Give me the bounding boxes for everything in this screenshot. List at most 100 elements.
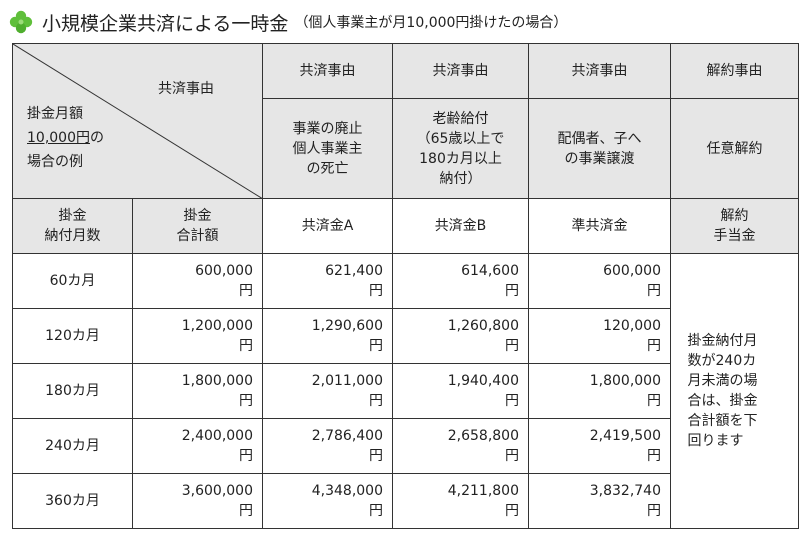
unit: 円: [369, 503, 383, 519]
total-cell: 2,400,000 円: [132, 418, 263, 474]
months-cell: 60カ月: [12, 253, 133, 309]
col-head-line: 手当金: [713, 228, 756, 244]
corner-line1: 掛金月額: [27, 106, 83, 122]
col-head-cancel: 解約 手当金: [670, 198, 799, 254]
col-head-months: 掛金 納付月数: [12, 198, 133, 254]
amount: 4,348,000: [311, 483, 383, 499]
b-cell: 1,260,800 円: [392, 308, 529, 364]
col-head-b: 共済金B: [392, 198, 529, 254]
col-head-line: 合計額: [176, 228, 219, 244]
a-cell: 2,786,400 円: [262, 418, 393, 474]
amount: 2,011,000: [311, 373, 383, 389]
unit: 円: [505, 338, 519, 354]
months-cell: 240カ月: [12, 418, 133, 474]
a-cell: 1,290,600 円: [262, 308, 393, 364]
note-line: 回ります: [687, 433, 744, 449]
c-cell: 120,000 円: [528, 308, 671, 364]
amount: 2,658,800: [447, 428, 519, 444]
b-cell: 2,658,800 円: [392, 418, 529, 474]
c-cell: 600,000 円: [528, 253, 671, 309]
amount: 614,600: [461, 263, 519, 279]
corner-top-label: 共済事由: [158, 81, 214, 97]
total-cell: 1,200,000 円: [132, 308, 263, 364]
amount: 1,800,000: [589, 373, 661, 389]
reason-a-line: 個人事業主: [292, 140, 363, 157]
cancel-note-cell: 掛金納付月 数が240カ 月未満の場 合は、掛金 合計額を下 回ります: [670, 253, 799, 529]
reason-cancel-line: 任意解約: [706, 140, 763, 157]
amount: 1,260,800: [447, 318, 519, 334]
unit: 円: [239, 448, 253, 464]
unit: 円: [647, 448, 661, 464]
reason-c: 配偶者、子へ の事業譲渡: [528, 98, 671, 199]
reason-b-line: 納付）: [439, 170, 482, 187]
col-head-a: 共済金A: [262, 198, 393, 254]
unit: 円: [647, 338, 661, 354]
unit: 円: [369, 393, 383, 409]
months-cell: 360カ月: [12, 473, 133, 529]
amount: 600,000: [195, 263, 253, 279]
amount: 1,940,400: [447, 373, 519, 389]
corner-line2: 10,000円の: [27, 126, 104, 150]
amount: 2,400,000: [181, 428, 253, 444]
cancel-note: 掛金納付月 数が240カ 月未満の場 合は、掛金 合計額を下 回ります: [688, 331, 782, 451]
a-cell: 4,348,000 円: [262, 473, 393, 529]
note-line: 掛金納付月: [687, 333, 758, 349]
corner-bottom-label: 掛金月額 10,000円の 場合の例: [27, 102, 104, 174]
amount: 2,419,500: [589, 428, 661, 444]
unit: 円: [647, 283, 661, 299]
unit: 円: [369, 338, 383, 354]
unit: 円: [505, 448, 519, 464]
header-col-c: 共済事由: [528, 43, 671, 99]
col-head-c: 準共済金: [528, 198, 671, 254]
table-row: 240カ月 2,400,000 円 2,786,400 円 2,658,800 円 2…: [12, 418, 799, 474]
corner-header-cell: 共済事由 掛金月額 10,000円の 場合の例: [12, 43, 263, 199]
amount: 2,786,400: [311, 428, 383, 444]
months-cell: 120カ月: [12, 308, 133, 364]
table-row: 60カ月 600,000 円 621,400 円 614,600 円 600,000 円…: [12, 253, 799, 529]
b-cell: 614,600 円: [392, 253, 529, 309]
note-line: 合は、掛金: [687, 393, 758, 409]
note-line: 合計額を下: [687, 413, 758, 429]
reason-a-line: 事業の廃止: [292, 120, 363, 137]
corner-line3: 場合の例: [27, 154, 83, 170]
header-col-a: 共済事由: [262, 43, 393, 99]
title-main: 小規模企業共済による一時金: [42, 12, 289, 35]
reason-b-line: （65歳以上で: [416, 130, 505, 147]
reason-c-line: 配偶者、子へ: [557, 130, 642, 147]
a-cell: 621,400 円: [262, 253, 393, 309]
diagonal-line: [13, 44, 263, 199]
amount: 1,290,600: [311, 318, 383, 334]
reason-b-line: 180カ月以上: [419, 150, 502, 167]
amount: 600,000: [603, 263, 661, 279]
reason-b-line: 老齢給付: [432, 110, 489, 127]
note-line: 数が240カ: [687, 353, 757, 369]
unit: 円: [239, 283, 253, 299]
col-head-line: 納付月数: [44, 228, 101, 244]
col-head-line: 掛金: [58, 208, 87, 224]
reason-a: 事業の廃止 個人事業主 の死亡: [262, 98, 393, 199]
note-line: 月未満の場: [687, 373, 758, 389]
amount: 1,800,000: [181, 373, 253, 389]
corner-particle: の: [90, 130, 104, 146]
amount: 3,832,740: [589, 483, 661, 499]
reason-c-line: の事業譲渡: [564, 150, 635, 167]
col-head-line: 掛金: [183, 208, 212, 224]
unit: 円: [239, 338, 253, 354]
table-row: 120カ月 1,200,000 円 1,290,600 円 1,260,800 円 1…: [12, 308, 799, 364]
unit: 円: [505, 393, 519, 409]
a-cell: 2,011,000 円: [262, 363, 393, 419]
amount: 4,211,800: [447, 483, 519, 499]
unit: 円: [647, 503, 661, 519]
unit: 円: [369, 448, 383, 464]
c-cell: 2,419,500 円: [528, 418, 671, 474]
reason-a-line: の死亡: [306, 160, 349, 177]
b-cell: 1,940,400 円: [392, 363, 529, 419]
amount: 120,000: [603, 318, 661, 334]
total-cell: 600,000 円: [132, 253, 263, 309]
title-sub: （個人事業主が月10,000円掛けたの場合）: [294, 15, 568, 31]
total-cell: 1,800,000 円: [132, 363, 263, 419]
corner-amount: 10,000円: [27, 130, 90, 146]
amount: 621,400: [325, 263, 383, 279]
c-cell: 3,832,740 円: [528, 473, 671, 529]
header-col-cancel: 解約事由: [670, 43, 799, 99]
